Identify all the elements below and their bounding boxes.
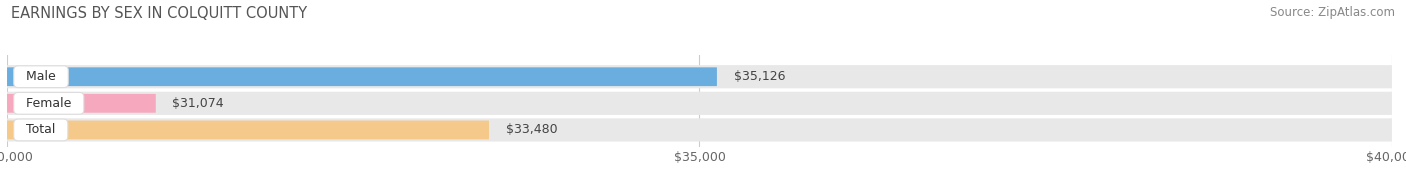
Text: Source: ZipAtlas.com: Source: ZipAtlas.com (1270, 6, 1395, 19)
FancyBboxPatch shape (7, 67, 717, 86)
Text: Male: Male (18, 70, 63, 83)
Text: $33,480: $33,480 (506, 123, 557, 136)
Text: Total: Total (18, 123, 63, 136)
FancyBboxPatch shape (7, 94, 156, 113)
Text: $31,074: $31,074 (173, 97, 224, 110)
Text: Female: Female (18, 97, 80, 110)
FancyBboxPatch shape (7, 92, 1392, 115)
Text: $35,126: $35,126 (734, 70, 785, 83)
FancyBboxPatch shape (7, 65, 1392, 88)
FancyBboxPatch shape (7, 118, 1392, 142)
FancyBboxPatch shape (7, 121, 489, 139)
Text: EARNINGS BY SEX IN COLQUITT COUNTY: EARNINGS BY SEX IN COLQUITT COUNTY (11, 6, 308, 21)
